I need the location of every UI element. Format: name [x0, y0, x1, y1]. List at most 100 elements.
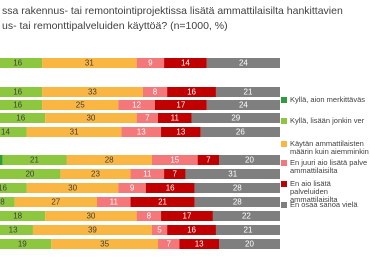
bar-segment	[0, 183, 27, 193]
bar-segment	[45, 211, 137, 221]
data-label: 20	[25, 170, 34, 179]
bar-segment	[151, 155, 198, 165]
bar-segment	[0, 169, 61, 179]
bar-segment	[164, 169, 186, 179]
bar-segment	[97, 197, 131, 207]
data-label: 14	[181, 59, 190, 68]
legend-label: Käytän ammattilaisten määrin kuin aiemmi…	[290, 139, 369, 156]
data-label: 28	[233, 184, 242, 193]
bar-segment	[118, 183, 146, 193]
bar-segment	[0, 58, 43, 68]
bar-segment	[161, 127, 201, 137]
legend-item: Käytän ammattilaisten määrin kuin aiemmi…	[281, 139, 369, 156]
bar-segment	[14, 197, 97, 207]
data-label: 7	[173, 170, 178, 179]
data-label: 31	[70, 128, 79, 137]
data-label: 30	[68, 184, 77, 193]
data-label: 24	[239, 59, 248, 68]
legend-item: En juuri aio lisätä palve ammattilaisilt…	[281, 158, 368, 175]
data-label: 8	[0, 198, 5, 207]
data-label: 13	[176, 128, 185, 137]
data-label: 8	[147, 212, 152, 221]
bar-segment	[26, 183, 119, 193]
bar-segment	[200, 127, 280, 137]
data-label: 11	[143, 170, 152, 179]
data-label: 33	[88, 88, 97, 97]
bar-segment	[0, 113, 46, 123]
bar-segment	[158, 113, 192, 123]
bar-segment	[206, 100, 280, 110]
bar-segment	[0, 211, 46, 221]
bar-segment	[154, 100, 207, 110]
data-label: 18	[13, 212, 22, 221]
data-label: 13	[195, 240, 204, 249]
data-label: 31	[85, 59, 94, 68]
data-label: 13	[9, 226, 18, 235]
legend-item: En aio lisätä palveluiden ammattilaisilt…	[281, 179, 370, 204]
bar-segment	[0, 100, 43, 110]
bar-segment	[215, 87, 280, 97]
data-label: 21	[158, 198, 167, 207]
bar-segment	[0, 239, 52, 249]
bar-segment	[158, 239, 180, 249]
data-label: 7	[145, 114, 150, 123]
bar-segment	[0, 197, 15, 207]
legend-label: Kyllä, aion merkittäväs	[290, 95, 366, 104]
bar-segment	[194, 197, 280, 207]
data-label: 35	[100, 240, 109, 249]
data-label: 28	[233, 198, 242, 207]
bar-segment	[185, 169, 280, 179]
bar-segment	[191, 113, 280, 123]
bar-segment	[219, 155, 280, 165]
bar-segment	[45, 113, 137, 123]
bar-segment	[164, 58, 207, 68]
data-label: 11	[110, 198, 119, 207]
data-label: 21	[244, 226, 253, 235]
data-label: 39	[88, 226, 97, 235]
legend-swatch	[281, 118, 287, 124]
legend-item: Kyllä, aion merkittäväs	[281, 95, 366, 104]
data-label: 7	[206, 156, 211, 165]
legend-label: En juuri aio lisätä palve ammattilaisilt…	[290, 158, 368, 175]
data-label: 16	[187, 226, 196, 235]
data-label: 16	[166, 184, 175, 193]
bar-segment	[206, 58, 280, 68]
data-label: 17	[176, 101, 185, 110]
data-label: 27	[51, 198, 60, 207]
data-label: 17	[183, 212, 192, 221]
data-label: 7	[166, 240, 171, 249]
bar-segment	[197, 155, 219, 165]
legend-label: En aio lisätä palveluiden ammattilaisilt…	[290, 179, 338, 204]
data-label: 21	[244, 88, 253, 97]
data-label: 29	[231, 114, 240, 123]
bar-segment	[32, 225, 152, 235]
bar-segment	[136, 211, 162, 221]
data-label: 24	[239, 101, 248, 110]
bar-segment	[151, 225, 168, 235]
data-label: 28	[105, 156, 114, 165]
bar-segment	[142, 87, 168, 97]
bar-segment	[215, 225, 280, 235]
data-label: 5	[157, 226, 162, 235]
bar-segment	[26, 127, 122, 137]
data-label: 30	[86, 212, 95, 221]
data-label: 30	[86, 114, 95, 123]
bar-segment	[66, 155, 152, 165]
bar-segment	[136, 58, 165, 68]
bar-segment	[145, 183, 195, 193]
chart-title: ssa rakennus- tai remontointiprojektissa…	[2, 5, 343, 32]
data-label: 9	[148, 59, 153, 68]
bar-segment	[0, 225, 33, 235]
data-label: 16	[13, 88, 22, 97]
bar-segment	[161, 211, 213, 221]
bar-segment	[212, 211, 280, 221]
bar-segment	[42, 100, 119, 110]
bar-segment	[0, 155, 3, 165]
data-label: 16	[13, 101, 22, 110]
data-label: 31	[228, 170, 237, 179]
data-label: 20	[245, 156, 254, 165]
legend-swatch	[281, 202, 287, 208]
data-label: 8	[153, 88, 158, 97]
data-label: 12	[132, 101, 141, 110]
